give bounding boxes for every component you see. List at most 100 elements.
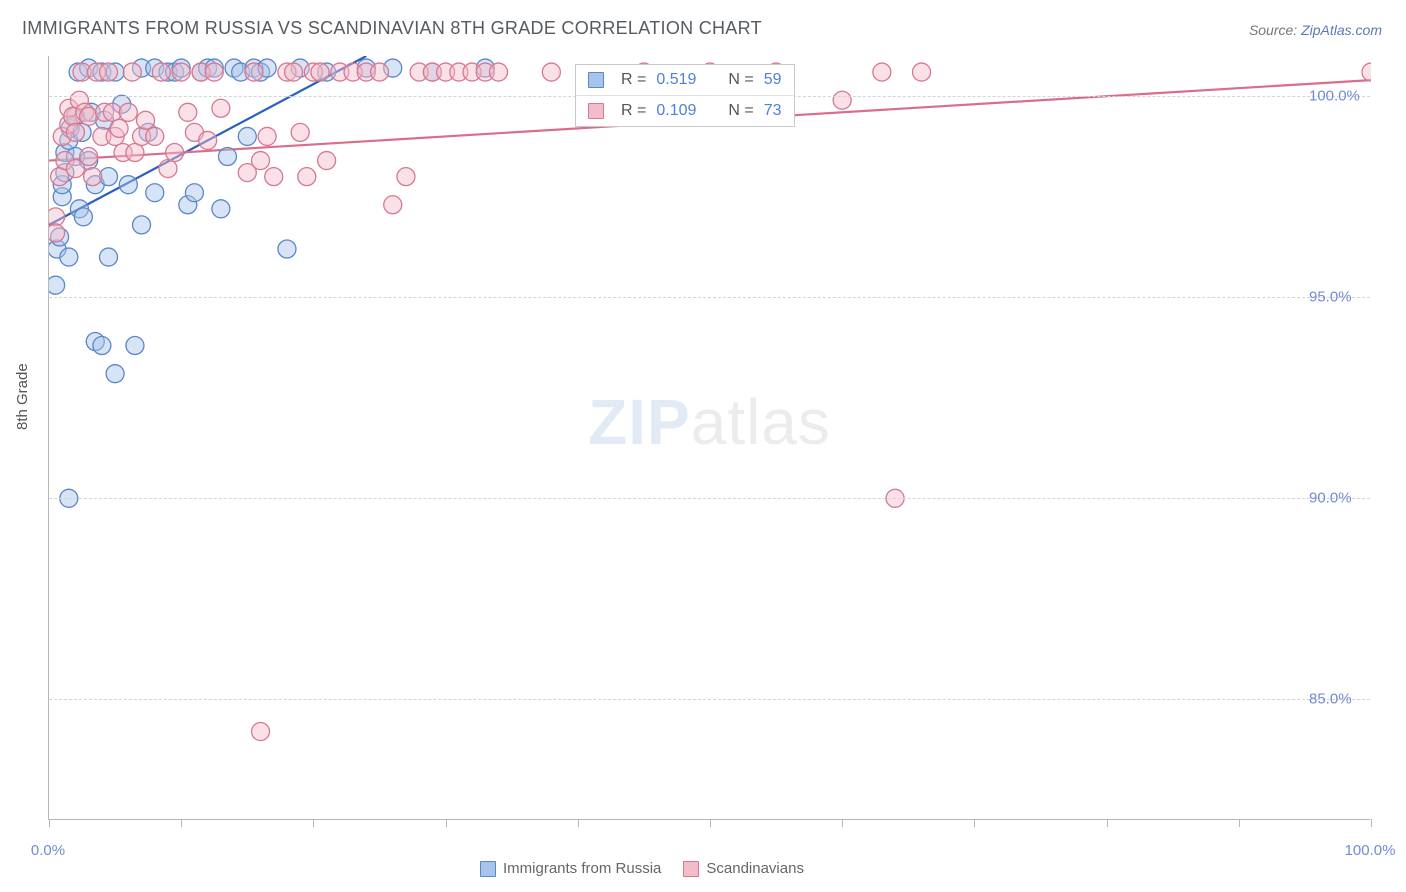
data-point-scand <box>133 127 151 145</box>
n-value: 59 <box>764 71 782 89</box>
data-point-russia <box>179 196 197 214</box>
data-point-russia <box>82 103 100 121</box>
data-point-scand <box>159 160 177 178</box>
x-axis-legend: Immigrants from RussiaScandinavians <box>480 860 804 877</box>
stat-row-russia: R =0.519N =59 <box>576 65 794 95</box>
data-point-scand <box>285 63 303 81</box>
data-point-scand <box>913 63 931 81</box>
data-point-scand <box>311 63 329 81</box>
r-value: 0.109 <box>656 102 696 120</box>
data-point-russia <box>74 208 92 226</box>
data-point-scand <box>437 63 455 81</box>
gridline-h <box>49 699 1370 700</box>
data-point-russia <box>61 119 79 137</box>
x-tick-mark <box>578 819 579 827</box>
gridline-h <box>49 498 1370 499</box>
data-point-scand <box>179 103 197 121</box>
stat-swatch-scand <box>588 103 604 119</box>
data-point-russia <box>113 95 131 113</box>
data-point-russia <box>291 59 309 77</box>
data-point-scand <box>212 99 230 117</box>
data-point-scand <box>119 103 137 121</box>
data-point-scand <box>96 103 114 121</box>
data-point-russia <box>99 248 117 266</box>
data-point-scand <box>205 63 223 81</box>
data-point-scand <box>114 144 132 162</box>
data-point-scand <box>265 168 283 186</box>
n-value: 73 <box>764 102 782 120</box>
data-point-scand <box>238 164 256 182</box>
data-point-russia <box>185 184 203 202</box>
data-point-russia <box>60 248 78 266</box>
data-point-russia <box>278 240 296 258</box>
source-link[interactable]: ZipAtlas.com <box>1301 22 1382 38</box>
data-point-russia <box>258 59 276 77</box>
data-point-russia <box>133 59 151 77</box>
stat-row-scand: R =0.109N =73 <box>576 95 794 126</box>
data-point-russia <box>56 164 74 182</box>
data-point-russia <box>199 59 217 77</box>
data-point-russia <box>51 228 69 246</box>
stat-swatch-russia <box>588 72 604 88</box>
data-point-scand <box>318 152 336 170</box>
data-point-scand <box>304 63 322 81</box>
x-tick-mark <box>313 819 314 827</box>
data-point-russia <box>66 148 84 166</box>
data-point-russia <box>66 107 84 125</box>
data-point-scand <box>410 63 428 81</box>
data-point-scand <box>146 127 164 145</box>
data-point-russia <box>212 200 230 218</box>
legend-label: Immigrants from Russia <box>503 860 661 877</box>
data-point-scand <box>371 63 389 81</box>
x-tick-mark <box>1239 819 1240 827</box>
data-point-russia <box>146 59 164 77</box>
data-point-russia <box>232 63 250 81</box>
data-point-scand <box>331 63 349 81</box>
data-point-scand <box>1362 63 1371 81</box>
x-tick-mark <box>842 819 843 827</box>
data-point-scand <box>60 115 78 133</box>
data-point-russia <box>225 59 243 77</box>
data-point-russia <box>139 123 157 141</box>
data-point-russia <box>106 365 124 383</box>
x-tick-mark <box>49 819 50 827</box>
data-point-scand <box>397 168 415 186</box>
correlation-stats-box: R =0.519N =59R =0.109N =73 <box>575 64 795 127</box>
x-tick-label-left: 0.0% <box>31 842 65 859</box>
source-credit: Source: ZipAtlas.com <box>1249 22 1382 38</box>
data-point-scand <box>166 144 184 162</box>
data-point-russia <box>252 63 270 81</box>
x-tick-mark <box>710 819 711 827</box>
data-point-scand <box>384 196 402 214</box>
data-point-scand <box>172 63 190 81</box>
data-point-russia <box>423 63 441 81</box>
x-tick-label-right: 100.0% <box>1345 842 1396 859</box>
data-point-scand <box>70 91 88 109</box>
data-point-scand <box>252 152 270 170</box>
data-point-scand <box>93 127 111 145</box>
data-point-scand <box>126 144 144 162</box>
data-point-scand <box>298 168 316 186</box>
r-label: R = <box>621 71 646 89</box>
data-point-russia <box>60 131 78 149</box>
data-point-russia <box>159 63 177 81</box>
chart-title: IMMIGRANTS FROM RUSSIA VS SCANDINAVIAN 8… <box>22 18 762 39</box>
data-point-scand <box>344 63 362 81</box>
data-point-scand <box>423 63 441 81</box>
data-point-scand <box>73 63 91 81</box>
data-point-scand <box>106 127 124 145</box>
data-point-scand <box>80 148 98 166</box>
x-tick-mark <box>446 819 447 827</box>
scatter-plot-area: ZIPatlas 85.0%90.0%95.0%100.0% <box>48 56 1370 820</box>
r-value: 0.519 <box>656 71 696 89</box>
data-point-russia <box>106 63 124 81</box>
data-point-russia <box>119 176 137 194</box>
watermark-atlas: atlas <box>691 386 831 458</box>
data-point-scand <box>245 63 263 81</box>
data-point-scand <box>80 107 98 125</box>
data-point-scand <box>88 63 106 81</box>
data-point-scand <box>278 63 296 81</box>
r-label: R = <box>621 102 646 120</box>
watermark: ZIPatlas <box>588 385 831 459</box>
data-point-scand <box>49 224 65 242</box>
